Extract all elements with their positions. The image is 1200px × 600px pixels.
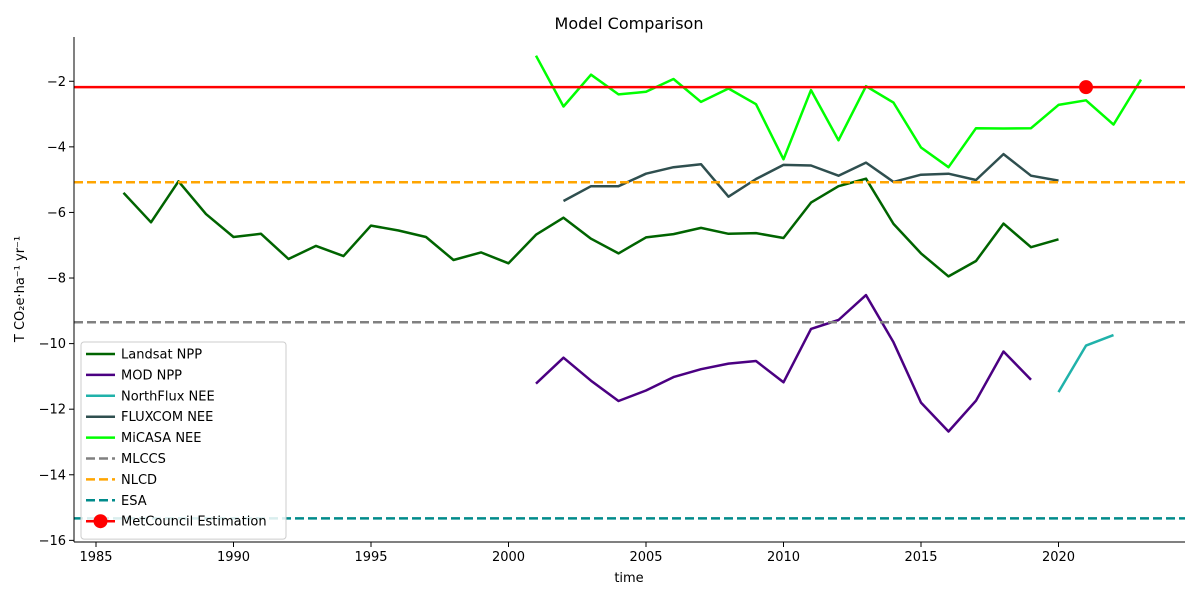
legend-label-esa: ESA bbox=[121, 494, 147, 509]
series-mod-npp-line bbox=[535, 293, 1032, 433]
legend-label-northflux-nee: NorthFlux NEE bbox=[121, 389, 215, 404]
y-tick-label: −8 bbox=[47, 272, 66, 287]
legend-label-metcouncil-estimation: MetCouncil Estimation bbox=[121, 515, 267, 530]
y-tick-label: −16 bbox=[39, 534, 66, 549]
x-tick-label: 2005 bbox=[629, 550, 662, 565]
y-tick-label: −12 bbox=[39, 403, 66, 418]
legend-label-mod-npp: MOD NPP bbox=[121, 368, 182, 383]
x-tick-label: 1985 bbox=[79, 550, 112, 565]
x-axis-label: time bbox=[614, 571, 643, 586]
y-axis: −16 −14 −12 −10 −8 −6 −4 −2 bbox=[39, 37, 75, 549]
legend-label-landsat-npp: Landsat NPP bbox=[121, 348, 202, 363]
legend-marker-metcouncil-estimation bbox=[93, 514, 108, 529]
legend-label-nlcd: NLCD bbox=[121, 473, 157, 488]
legend-label-mlccs: MLCCS bbox=[121, 452, 166, 467]
x-tick-label: 1990 bbox=[217, 550, 250, 565]
legend-label-micasa-nee: MiCASA NEE bbox=[121, 431, 201, 446]
y-tick-label: −14 bbox=[39, 468, 66, 483]
x-tick-label: 2000 bbox=[492, 550, 525, 565]
x-tick-label: 2010 bbox=[767, 550, 800, 565]
legend: Landsat NPP MOD NPP NorthFlux NEE FLUXCOM N… bbox=[80, 341, 287, 540]
y-axis-label: T CO₂e·ha⁻¹ yr⁻¹ bbox=[13, 236, 28, 343]
chart-title: Model Comparison bbox=[555, 14, 704, 33]
legend-label-fluxcom-nee: FLUXCOM NEE bbox=[121, 410, 213, 425]
series-northflux-nee-line bbox=[1057, 333, 1114, 393]
y-tick-label: −4 bbox=[47, 140, 66, 155]
y-tick-label: −6 bbox=[47, 206, 66, 221]
x-tick-label: 2020 bbox=[1042, 550, 1075, 565]
series-fluxcom-nee-line bbox=[562, 152, 1059, 203]
x-tick-label: 2015 bbox=[904, 550, 937, 565]
x-tick-label: 1995 bbox=[354, 550, 387, 565]
legend-box bbox=[80, 341, 287, 540]
x-axis: 1985 1990 1995 2000 2005 2010 2015 2020 bbox=[74, 541, 1185, 565]
y-tick-label: −2 bbox=[47, 75, 66, 90]
y-tick-label: −10 bbox=[39, 337, 66, 352]
series-landsat-npp-line bbox=[122, 177, 1059, 278]
series-micasa-nee-line bbox=[534, 55, 1143, 169]
series-metcouncil-estimation-marker bbox=[1079, 80, 1093, 95]
